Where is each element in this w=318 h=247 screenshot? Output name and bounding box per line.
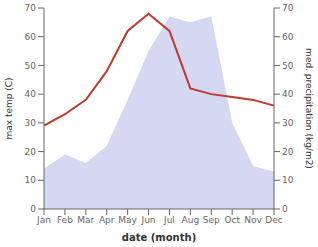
svg-text:40: 40 xyxy=(282,89,294,99)
svg-text:Jul: Jul xyxy=(163,215,175,225)
svg-text:max temp (C): max temp (C) xyxy=(4,77,14,139)
svg-text:Feb: Feb xyxy=(57,215,73,225)
svg-text:0: 0 xyxy=(282,204,288,214)
svg-text:70: 70 xyxy=(282,3,294,13)
svg-text:Oct: Oct xyxy=(224,215,240,225)
svg-text:40: 40 xyxy=(25,89,37,99)
svg-text:date (month): date (month) xyxy=(122,232,196,243)
svg-text:50: 50 xyxy=(25,61,37,71)
svg-text:0: 0 xyxy=(30,204,36,214)
svg-text:20: 20 xyxy=(282,147,294,157)
svg-text:Nov: Nov xyxy=(244,215,262,225)
svg-text:May: May xyxy=(118,215,137,225)
svg-text:Jun: Jun xyxy=(141,215,156,225)
svg-text:30: 30 xyxy=(25,118,37,128)
svg-text:60: 60 xyxy=(25,32,37,42)
svg-text:Sep: Sep xyxy=(203,215,220,225)
svg-text:50: 50 xyxy=(282,61,294,71)
svg-text:60: 60 xyxy=(282,32,294,42)
svg-text:Jan: Jan xyxy=(36,215,51,225)
svg-text:10: 10 xyxy=(282,175,294,185)
svg-text:10: 10 xyxy=(25,175,37,185)
svg-text:Aug: Aug xyxy=(182,215,200,225)
svg-text:70: 70 xyxy=(25,3,37,13)
svg-text:med. precipitation (kg/m2): med. precipitation (kg/m2) xyxy=(304,48,314,169)
svg-text:Mar: Mar xyxy=(77,215,94,225)
svg-text:Apr: Apr xyxy=(99,215,115,225)
svg-text:20: 20 xyxy=(25,147,37,157)
svg-text:Dec: Dec xyxy=(265,215,282,225)
svg-text:30: 30 xyxy=(282,118,294,128)
